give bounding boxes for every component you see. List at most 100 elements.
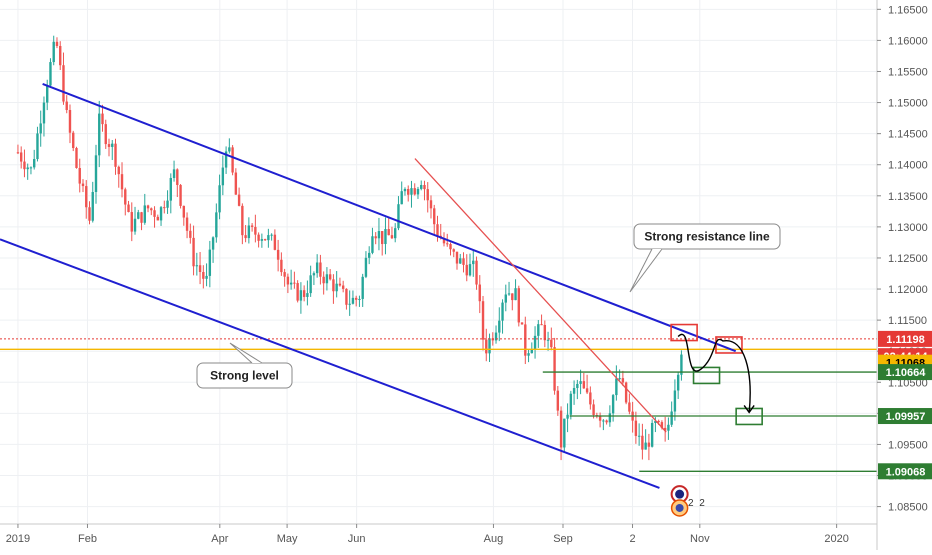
candle-body — [670, 411, 673, 425]
candle-body — [420, 184, 423, 189]
channel-lower-line[interactable] — [0, 238, 660, 489]
x-tick-label: Aug — [484, 533, 504, 545]
candle-body — [407, 188, 410, 195]
price-axis[interactable]: 1.085001.090001.095001.100001.105001.110… — [876, 0, 932, 550]
candle-body — [449, 244, 452, 250]
candle-body — [312, 273, 316, 276]
candle-body — [250, 225, 254, 227]
projection-box[interactable] — [715, 336, 743, 354]
callout[interactable]: Strong level — [196, 342, 293, 389]
callout-box[interactable] — [196, 362, 293, 389]
red-trendline[interactable] — [414, 158, 667, 433]
candle-body — [328, 274, 332, 280]
channel-upper-line[interactable] — [42, 82, 737, 353]
candle-body — [49, 62, 52, 86]
candle-body — [566, 414, 569, 419]
price-label-bg[interactable] — [878, 364, 932, 381]
candle-body — [390, 235, 394, 239]
candle-body — [94, 155, 98, 193]
candle-body — [283, 272, 286, 277]
candle-body — [140, 212, 143, 223]
candle-body — [511, 293, 514, 301]
event-count[interactable]: 2 — [699, 498, 705, 509]
candle-body — [598, 416, 602, 421]
candle-body — [485, 339, 488, 354]
candle-body — [244, 235, 247, 239]
candle-body — [429, 200, 433, 209]
candle-body — [582, 381, 586, 389]
x-tick-label: 2019 — [6, 533, 30, 545]
annotations[interactable]: Strong resistance line Strong level — [196, 223, 781, 389]
y-tick-label: 1.10500 — [888, 377, 928, 389]
candle-body — [296, 283, 299, 301]
candle-body — [634, 420, 638, 436]
candle-body — [394, 228, 397, 239]
candle-body — [107, 144, 111, 147]
callout-box[interactable] — [633, 223, 781, 250]
candle-body — [260, 239, 264, 241]
candle-body — [654, 420, 657, 423]
candle-body — [472, 260, 475, 265]
candle-body — [644, 442, 647, 450]
grid — [0, 0, 877, 524]
candle-body — [65, 101, 68, 111]
candle-body — [338, 283, 342, 286]
candle-body — [85, 186, 88, 208]
candle-body — [111, 143, 114, 147]
time-axis[interactable]: 2019 Feb Apr May Jun Aug Sep 2 Nov 2020 — [0, 523, 877, 545]
candle-body — [231, 147, 234, 173]
candle-body — [377, 231, 381, 239]
candle-body — [130, 212, 133, 232]
candle-body — [211, 237, 215, 250]
projection-box[interactable] — [692, 366, 721, 385]
price-label-bg[interactable] — [878, 463, 932, 480]
price-label[interactable]: 1.11198 — [886, 334, 925, 346]
price-label-bg[interactable] — [878, 408, 932, 425]
candle-body — [172, 169, 176, 178]
candle-body — [650, 422, 654, 447]
candle-body — [68, 110, 72, 133]
candle-body — [397, 204, 400, 229]
candle-body — [488, 338, 491, 354]
trendlines[interactable] — [0, 82, 737, 489]
candle-body — [254, 226, 257, 235]
candle-body — [504, 294, 507, 303]
event-count[interactable]: 2 — [688, 498, 694, 509]
flag-icon — [675, 503, 684, 512]
projection-box[interactable] — [670, 323, 698, 342]
callout[interactable]: Strong resistance line — [629, 223, 781, 293]
candle-body — [189, 230, 192, 238]
y-tick-label: 1.15500 — [888, 66, 928, 78]
price-label-bg[interactable] — [878, 330, 932, 347]
candle-body — [452, 249, 455, 252]
candle-body — [299, 290, 303, 301]
x-tick-label: 2 — [629, 533, 635, 545]
candle-body — [374, 236, 377, 239]
candle-body — [146, 205, 150, 209]
candle-body — [127, 204, 130, 213]
candle-body — [615, 378, 618, 396]
candle-body — [302, 290, 306, 297]
candle-body — [416, 188, 420, 195]
candle-body — [205, 275, 208, 279]
price-label[interactable]: 1.09068 — [886, 466, 926, 478]
candle-body — [124, 189, 127, 205]
price-label[interactable]: 1.10664 — [886, 367, 927, 379]
projection[interactable] — [670, 323, 763, 426]
candle-body — [75, 148, 78, 169]
candle-body — [602, 420, 605, 422]
x-tick-label: Jun — [348, 533, 366, 545]
price-label[interactable]: 1.09957 — [886, 411, 926, 423]
x-tick-label: Apr — [211, 533, 228, 545]
x-tick-label: Feb — [78, 533, 97, 545]
callout-pointer — [229, 342, 263, 364]
candle-body — [16, 152, 20, 154]
candle-body — [533, 335, 537, 350]
candle-body — [520, 322, 524, 325]
candle-body — [42, 102, 46, 124]
candle-body — [319, 262, 322, 277]
candle-body — [400, 191, 403, 205]
